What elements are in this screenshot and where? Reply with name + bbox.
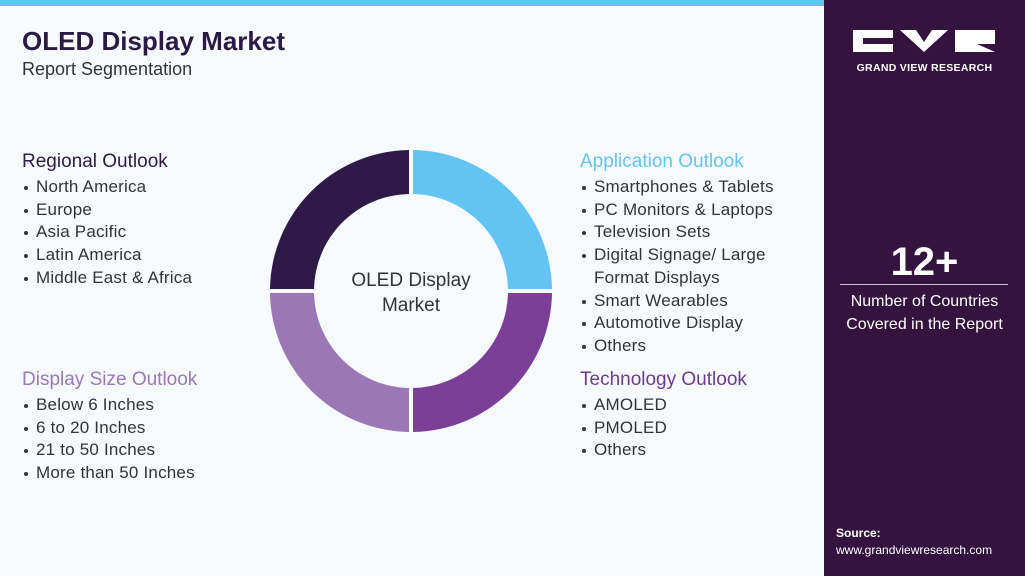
- bullet: [582, 208, 586, 213]
- bullet: [582, 231, 586, 236]
- segment-item: North America: [22, 176, 252, 199]
- item-text: PMOLED: [594, 417, 667, 437]
- stat-label: Number of Countries Covered in the Repor…: [846, 293, 1003, 333]
- source-label: Source:: [836, 526, 881, 540]
- bullet: [24, 186, 28, 190]
- item-text: AMOLED: [594, 395, 667, 414]
- segment: Display Size Outlook Below 6 Inches 6 to 2…: [22, 369, 252, 485]
- segment: Application Outlook Smartphones & Tablets…: [580, 151, 795, 358]
- item-text: Smartphones & Tablets: [594, 177, 774, 196]
- bullet: [24, 254, 28, 259]
- top-bar: [0, 0, 824, 6]
- segment-item: Digital Signage/ Large Format Displays: [580, 244, 795, 289]
- item-text: Latin America: [36, 245, 142, 265]
- item-text: Asia Pacific: [36, 222, 127, 242]
- item-text: 21 to 50 Inches: [36, 440, 156, 460]
- bullet: [24, 231, 28, 236]
- item-text: Europe: [36, 199, 93, 219]
- segment-title: Regional Outlook: [22, 151, 168, 172]
- sidebar: [824, 0, 1025, 576]
- donut: OLED Display Market: [270, 150, 552, 432]
- donut-sector: [413, 150, 552, 289]
- stat: 12+: [890, 240, 959, 284]
- segment-item: Others: [580, 439, 810, 462]
- bullet: [24, 449, 28, 454]
- bullet: [582, 449, 586, 454]
- segment: Technology Outlook AMOLED PMOLED Others: [580, 369, 810, 462]
- source-url: www.grandviewresearch.com: [836, 543, 993, 557]
- segment-item: AMOLED: [580, 394, 810, 417]
- segment-title: Application Outlook: [580, 151, 744, 172]
- segment-item: 21 to 50 Inches: [22, 439, 252, 462]
- segment-item: Others: [580, 335, 795, 358]
- item-text: Others: [594, 335, 647, 355]
- segment-item: PC Monitors & Laptops: [580, 199, 795, 222]
- segment-item: Below 6 Inches: [22, 394, 252, 417]
- divider: [840, 284, 1008, 285]
- item-text: Digital Signage/ Large Format Displays: [594, 245, 766, 287]
- segment-item: Automotive Display: [580, 312, 795, 335]
- logo: [853, 30, 995, 52]
- item-text: Smart Wearables: [594, 290, 729, 310]
- segment-item: More than 50 Inches: [22, 462, 252, 485]
- bullet: [582, 322, 586, 327]
- segment-item: Middle East & Africa: [22, 267, 252, 290]
- bullet: [24, 426, 28, 431]
- bullet: [24, 472, 28, 477]
- center-label: OLED Display: [351, 270, 471, 291]
- title: OLED Display Market: [22, 26, 285, 56]
- bullet: [582, 404, 586, 408]
- item-text: Television Sets: [594, 222, 711, 242]
- segment-item: Europe: [22, 199, 252, 222]
- segment-item: Television Sets: [580, 221, 795, 244]
- segment-item: Asia Pacific: [22, 221, 252, 244]
- segment-item: 6 to 20 Inches: [22, 417, 252, 440]
- segment-item: Smart Wearables: [580, 290, 795, 313]
- bullet: [24, 208, 28, 213]
- segment-title: Display Size Outlook: [22, 369, 198, 390]
- item-text: Below 6 Inches: [36, 395, 155, 414]
- item-text: Middle East & Africa: [36, 267, 193, 287]
- item-text: More than 50 Inches: [36, 463, 195, 483]
- donut-sector: [413, 293, 552, 432]
- bullet: [24, 276, 28, 281]
- item-text: 6 to 20 Inches: [36, 417, 146, 437]
- segment-title: Technology Outlook: [580, 369, 747, 390]
- item-text: Others: [594, 440, 647, 460]
- subtitle: Report Segmentation: [22, 59, 193, 79]
- donut-sector: [270, 293, 409, 432]
- brand: GRAND VIEW RESEARCH: [856, 62, 993, 74]
- center-label: Market: [382, 295, 441, 316]
- bullet: [582, 299, 586, 304]
- segment-item: Smartphones & Tablets: [580, 176, 795, 199]
- donut-sector: [270, 150, 409, 289]
- bullet: [582, 254, 586, 259]
- item-text: PC Monitors & Laptops: [594, 199, 774, 219]
- segment: Regional Outlook North America Europe Asia …: [22, 151, 252, 290]
- item-text: North America: [36, 177, 147, 196]
- item-text: Automotive Display: [594, 313, 744, 333]
- bullet: [582, 426, 586, 431]
- segment-item: Latin America: [22, 244, 252, 267]
- bullet: [24, 404, 28, 408]
- bullet: [582, 186, 586, 190]
- segment-item: PMOLED: [580, 417, 810, 440]
- bullet: [582, 344, 586, 349]
